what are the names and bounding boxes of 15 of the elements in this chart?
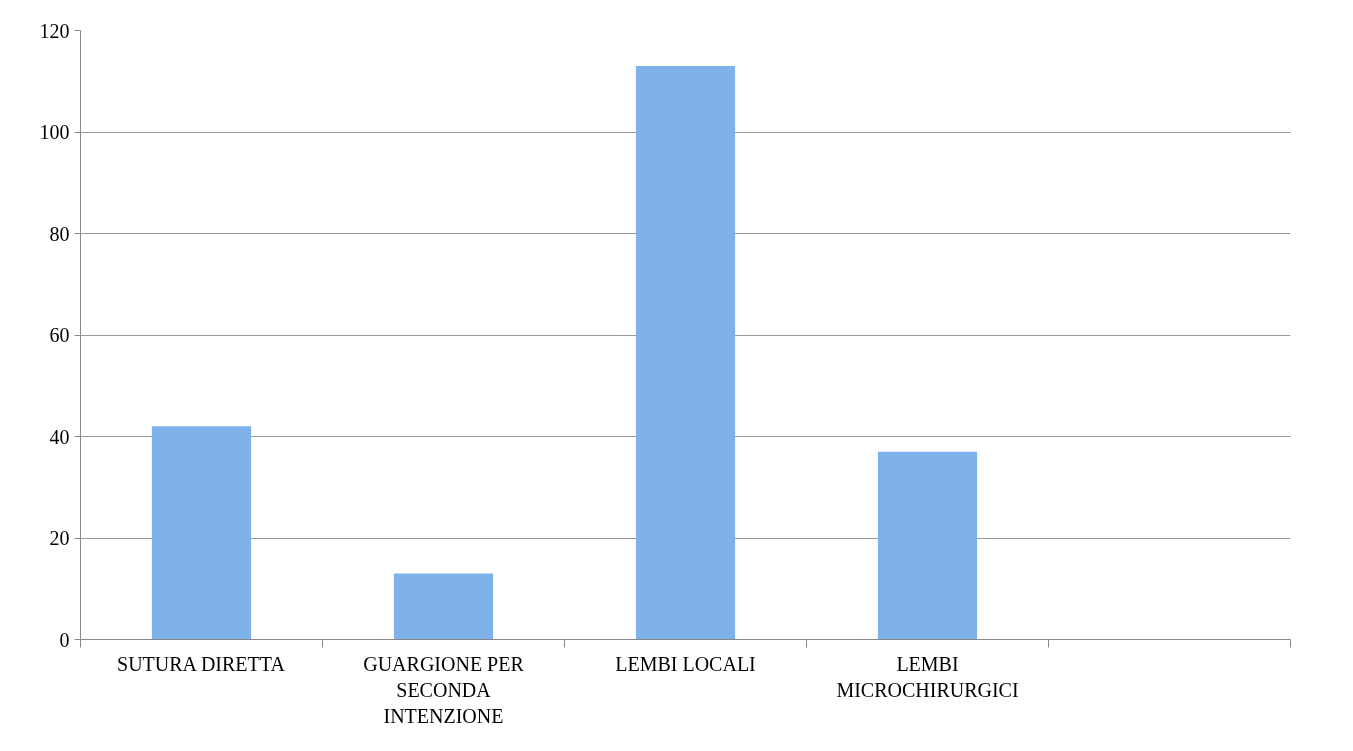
y-tick-label: 100	[39, 121, 70, 143]
x-tick-label: LEMBI MICROCHIRURGICI	[836, 652, 1019, 701]
y-tick-label: 120	[39, 19, 70, 42]
bar	[151, 426, 252, 640]
bar	[393, 573, 494, 640]
x-tick-label: LEMBI LOCALI	[615, 652, 756, 675]
y-tick-label: 40	[49, 425, 70, 448]
bar	[635, 66, 736, 640]
y-tick-label: 0	[59, 628, 70, 651]
x-tick-label: GUARGIONE PER SECONDA INTENZIONE	[363, 652, 525, 728]
bar	[877, 451, 978, 640]
y-tick-label: 60	[49, 324, 70, 346]
y-tick-label: 80	[49, 222, 70, 245]
x-tick-label: SUTURA DIRETTA	[117, 652, 286, 675]
y-tick-label: 20	[49, 527, 70, 549]
